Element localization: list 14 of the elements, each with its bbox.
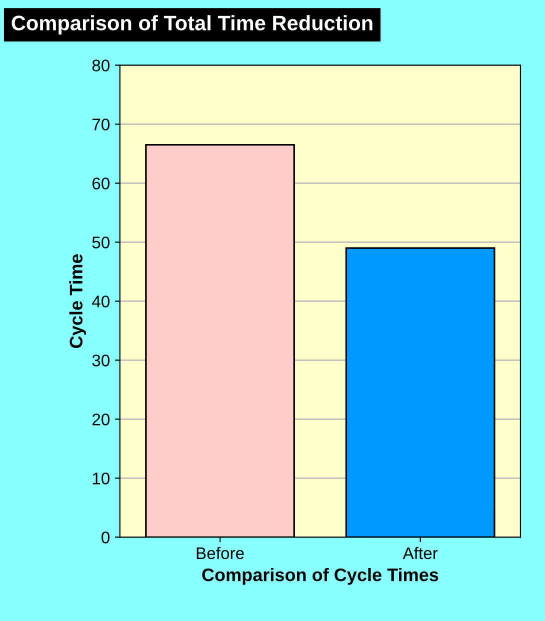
y-tick-label: 50 xyxy=(92,236,110,248)
y-tick-label: 30 xyxy=(92,354,110,366)
x-tick-label: Before xyxy=(196,546,244,560)
x-tick-label: After xyxy=(402,546,438,560)
y-tick-label: 0 xyxy=(102,532,110,544)
y-tick-label: 80 xyxy=(92,60,110,72)
y-tick-label: 10 xyxy=(92,472,110,484)
y-tick-label: 70 xyxy=(92,118,110,130)
y-axis-title: Cycle Time xyxy=(69,254,86,348)
x-axis-title: Comparison of Cycle Times xyxy=(202,568,438,585)
y-tick-label: 40 xyxy=(92,296,110,308)
chart-title: Comparison of Total Time Reduction xyxy=(12,15,372,35)
y-tick-label: 60 xyxy=(92,178,110,190)
y-tick-label: 20 xyxy=(92,414,110,426)
